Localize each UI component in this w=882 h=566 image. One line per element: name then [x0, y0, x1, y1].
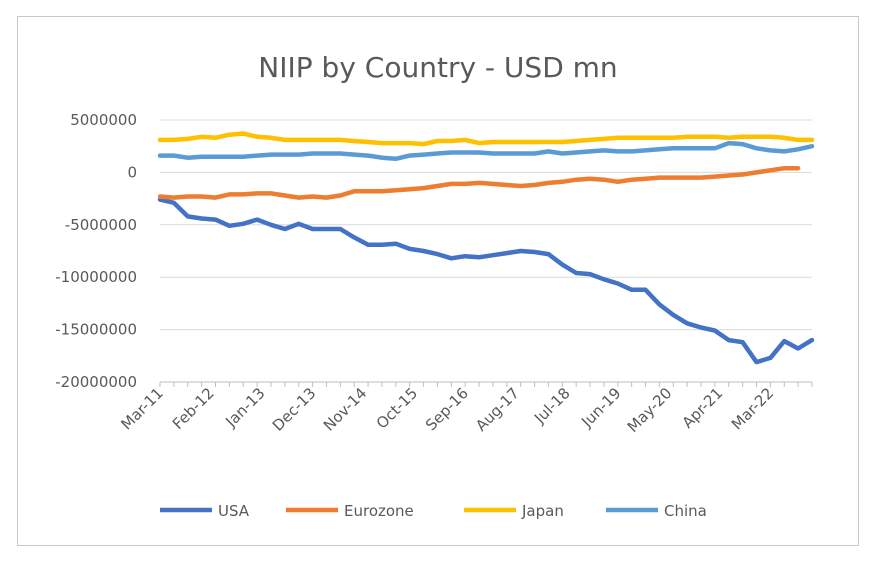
y-tick-label: 0: [127, 163, 137, 181]
x-tick-label: Mar-11: [117, 384, 166, 433]
x-tick-label: Dec-13: [269, 384, 320, 435]
x-axis: [159, 381, 813, 387]
x-axis-tick-labels: Mar-11 Feb-12 Jan-13 Dec-13 Nov-14 Oct-15 Sep-…: [117, 384, 777, 436]
legend: USA Eurozone Japan China: [160, 502, 707, 520]
series-line-eurozone: [157, 165, 801, 200]
x-tick-label: Jun-19: [577, 384, 624, 431]
gridlines: [160, 119, 812, 383]
y-axis-tick-labels: 5000000 0 -5000000 -10000000 -15000000 -20000…: [55, 111, 137, 391]
series-line-usa: [157, 197, 815, 365]
chart-title: NIIP by Country - USD mn: [258, 51, 617, 84]
legend-label-japan: Japan: [521, 502, 564, 520]
x-tick-label: Jan-13: [221, 384, 268, 431]
y-tick-label: -5000000: [65, 216, 137, 234]
x-tick-label: Apr-21: [679, 384, 727, 432]
legend-label-eurozone: Eurozone: [344, 502, 414, 520]
legend-label-usa: USA: [218, 502, 250, 520]
y-tick-label: -15000000: [55, 321, 137, 339]
x-tick-label: Sep-16: [422, 384, 472, 434]
x-tick-label: Mar-22: [728, 384, 777, 433]
series-lines: [157, 131, 815, 365]
x-tick-label: Jul-18: [530, 384, 574, 428]
series-line-japan: [157, 131, 815, 147]
series-line-china: [157, 140, 815, 162]
y-tick-label: 5000000: [70, 111, 137, 129]
x-tick-label: Nov-14: [320, 384, 370, 434]
legend-label-china: China: [664, 502, 707, 520]
x-tick-label: Oct-15: [373, 384, 421, 432]
chart-frame: [17, 16, 859, 546]
y-tick-label: -10000000: [55, 268, 137, 286]
y-tick-label: -20000000: [55, 373, 137, 391]
x-tick-label: Aug-17: [472, 384, 523, 435]
x-tick-label: May-20: [624, 384, 676, 436]
x-tick-label: Feb-12: [169, 384, 218, 433]
